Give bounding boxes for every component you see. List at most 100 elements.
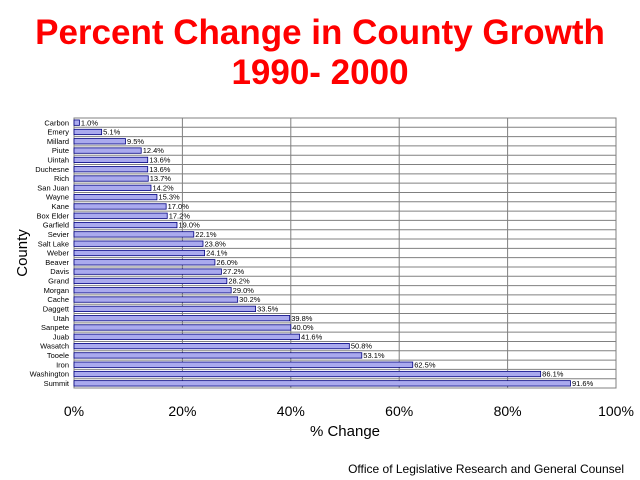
value-label: 1.0% [81, 118, 98, 127]
bar [73, 352, 363, 359]
bar [73, 166, 149, 173]
x-tick-label: 20% [168, 403, 196, 419]
bar [73, 240, 204, 247]
category-label: Beaver [45, 258, 69, 267]
category-label: Utah [53, 314, 69, 323]
x-axis-label: % Change [310, 423, 380, 440]
bar [73, 315, 291, 322]
bar [73, 184, 152, 191]
value-label: 86.1% [542, 370, 564, 379]
x-tick-labels: 0% 20% 40% 60% 80% 100% [64, 403, 634, 419]
value-label: 30.2% [239, 295, 261, 304]
bar [73, 343, 350, 350]
value-label: 26.0% [216, 258, 238, 267]
x-tick-label: 0% [64, 403, 84, 419]
bar [73, 194, 158, 201]
gridlines [74, 118, 616, 388]
category-label: Carbon [44, 118, 69, 127]
x-tick-label: 100% [598, 403, 634, 419]
value-labels: 1.0%5.1%9.5%12.4%13.6%13.6%13.7%14.2%15.… [81, 118, 594, 388]
bars [73, 119, 571, 387]
category-label: Washington [30, 370, 69, 379]
bar [73, 324, 292, 331]
category-label: Uintah [47, 155, 69, 164]
category-label: Daggett [43, 304, 70, 313]
bar [73, 333, 300, 340]
footer-credit: Office of Legislative Research and Gener… [348, 462, 624, 476]
category-label: Tooele [47, 351, 69, 360]
category-label: Weber [47, 249, 69, 258]
bar [73, 231, 195, 238]
value-label: 53.1% [363, 351, 385, 360]
bar [73, 361, 414, 368]
bar [73, 370, 542, 378]
category-label: Cache [47, 295, 69, 304]
value-label: 91.6% [572, 379, 594, 388]
bar [73, 128, 103, 136]
value-label: 13.6% [149, 155, 171, 164]
x-tick-label: 80% [494, 403, 522, 419]
value-label: 50.8% [351, 342, 373, 351]
x-tick-label: 40% [277, 403, 305, 419]
y-axis-label: County [14, 229, 31, 277]
bar [73, 249, 206, 257]
value-label: 28.2% [228, 277, 250, 286]
value-label: 17.2% [169, 211, 191, 220]
bar [73, 212, 168, 219]
category-label: Wayne [46, 193, 69, 202]
category-label: Sevier [48, 230, 70, 239]
bar [73, 380, 571, 387]
chart-title-line-1: Percent Change in County Growth [35, 13, 605, 52]
category-label: San Juan [37, 183, 69, 192]
category-label: Box Elder [36, 211, 69, 220]
value-label: 27.2% [223, 267, 245, 276]
bar [73, 277, 228, 285]
value-label: 22.1% [195, 230, 217, 239]
bar [73, 287, 232, 294]
category-label: Iron [56, 360, 69, 369]
x-tick-label: 60% [385, 403, 413, 419]
value-label: 24.1% [206, 249, 228, 258]
category-label: Salt Lake [38, 239, 69, 248]
bar [73, 156, 149, 163]
bar [73, 175, 149, 182]
category-label: Piute [52, 146, 69, 155]
bar [73, 268, 222, 275]
value-label: 40.0% [292, 323, 314, 332]
value-label: 33.5% [257, 304, 279, 313]
bar [73, 221, 178, 229]
value-label: 17.0% [168, 202, 190, 211]
value-label: 39.8% [291, 314, 313, 323]
bar [73, 203, 167, 210]
bar [73, 296, 239, 303]
bar [73, 119, 80, 126]
category-label: Garfield [43, 221, 69, 230]
chart-title-line-2: 1990- 2000 [231, 53, 409, 92]
value-label: 13.6% [149, 165, 171, 174]
value-label: 19.0% [178, 221, 200, 230]
value-label: 15.3% [158, 193, 180, 202]
bar [73, 259, 216, 266]
category-label: Duchesne [35, 165, 69, 174]
category-label: Morgan [44, 286, 69, 295]
category-label: Emery [47, 128, 69, 137]
category-label: Kane [51, 202, 69, 211]
category-label: Davis [50, 267, 69, 276]
category-label: Rich [54, 174, 69, 183]
category-label: Grand [48, 277, 69, 286]
bar [73, 138, 126, 145]
value-label: 13.7% [150, 174, 172, 183]
category-labels: CarbonEmeryMillardPiuteUintahDuchesneRic… [30, 118, 70, 388]
category-label: Summit [44, 379, 70, 388]
bar [73, 147, 142, 154]
value-label: 41.6% [301, 332, 323, 341]
value-label: 12.4% [143, 146, 165, 155]
category-label: Sanpete [41, 323, 69, 332]
category-label: Millard [47, 137, 69, 146]
value-label: 62.5% [414, 360, 436, 369]
value-label: 5.1% [103, 128, 120, 137]
value-label: 29.0% [233, 286, 255, 295]
category-label: Juab [53, 332, 69, 341]
bar [73, 305, 256, 312]
